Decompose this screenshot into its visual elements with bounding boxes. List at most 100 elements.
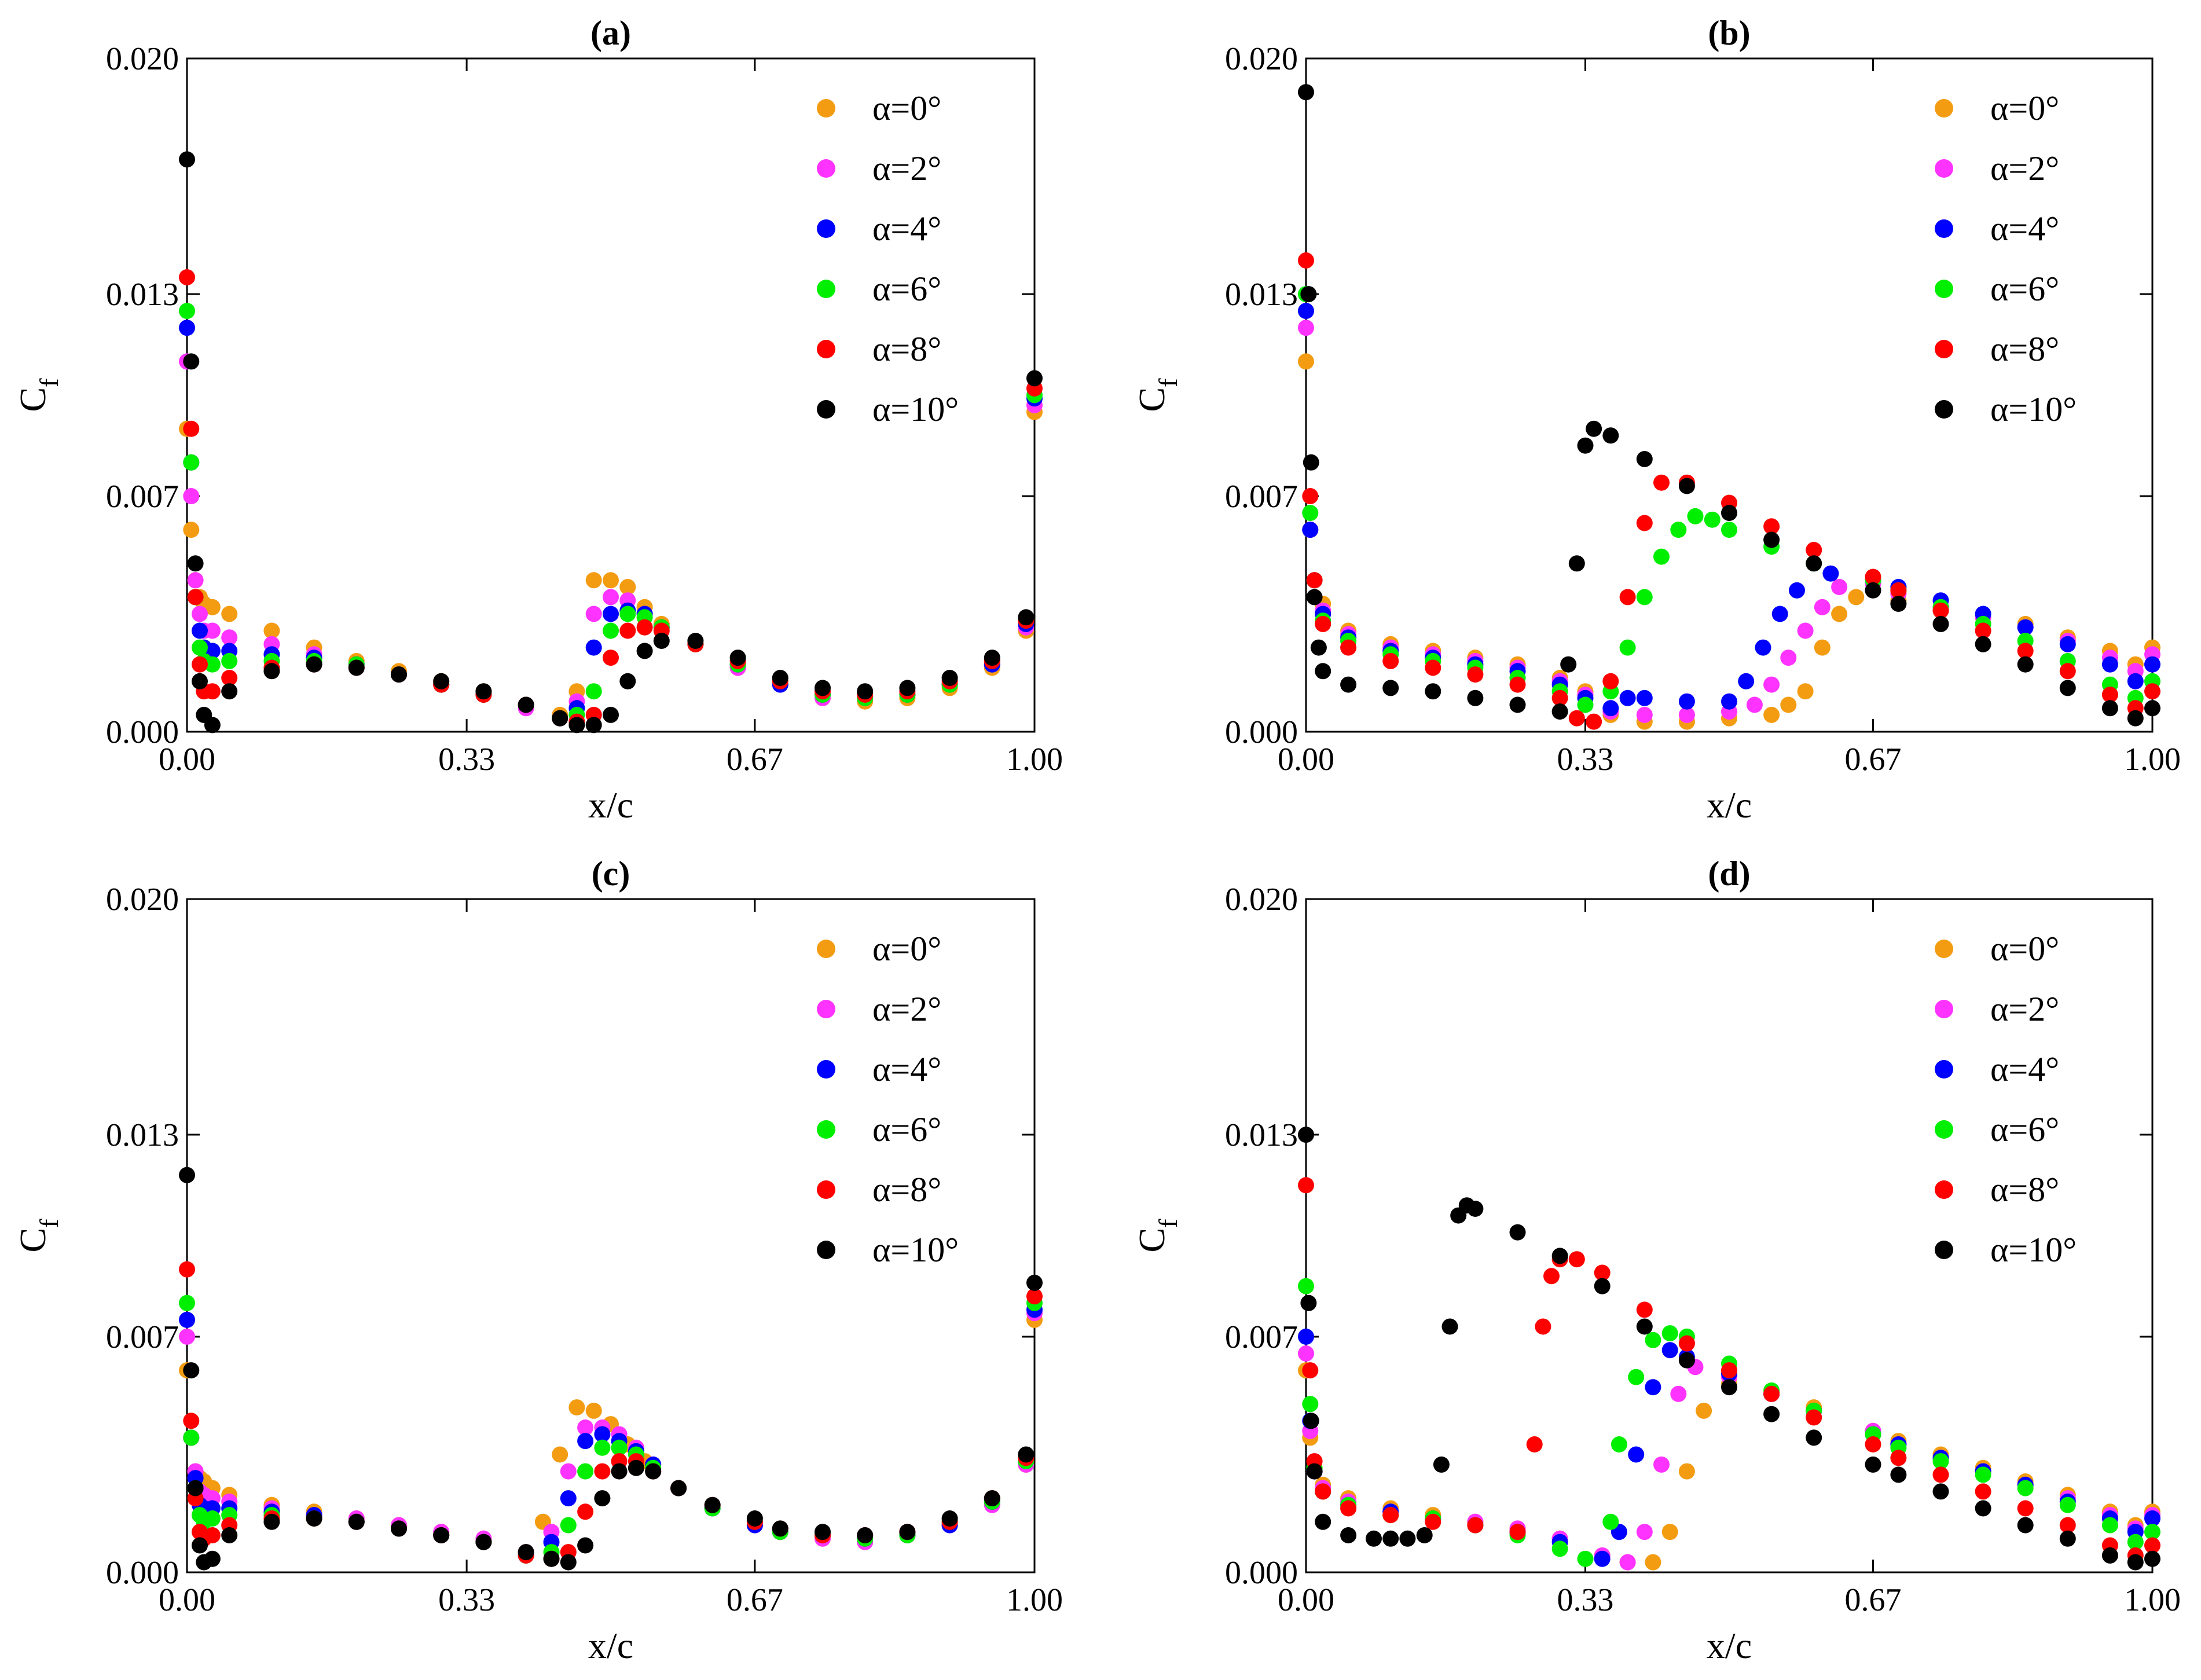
data-point <box>1661 1325 1678 1342</box>
y-axis-label-subscript: f <box>1153 378 1183 387</box>
data-point <box>1382 1530 1399 1547</box>
data-point <box>2059 1530 2076 1547</box>
data-point <box>1721 522 1737 538</box>
x-tick-label: 0.33 <box>438 1582 495 1618</box>
data-point <box>1315 1483 1331 1500</box>
legend-marker <box>1935 1060 1953 1079</box>
data-point <box>1932 615 1949 632</box>
y-tick-label: 0.020 <box>1225 882 1298 918</box>
y-tick-label: 0.000 <box>1225 1555 1298 1591</box>
data-point <box>1302 1362 1319 1379</box>
data-point <box>577 1503 594 1520</box>
y-tick-label: 0.020 <box>106 882 179 918</box>
data-point <box>941 1510 958 1527</box>
data-point <box>183 1429 200 1446</box>
data-point <box>192 639 208 656</box>
data-point <box>204 1510 221 1527</box>
data-point <box>857 683 874 700</box>
y-axis-label: Cf <box>12 378 64 412</box>
data-point <box>815 1524 831 1540</box>
x-tick-label: 0.67 <box>727 742 783 777</box>
legend-marker <box>1935 400 1953 419</box>
data-point <box>603 650 619 666</box>
data-point <box>1302 522 1319 538</box>
data-point <box>179 1311 195 1328</box>
legend-marker <box>817 400 835 419</box>
legend-label: α=4° <box>1990 1050 2059 1088</box>
legend-label: α=4° <box>872 210 941 248</box>
data-point <box>204 656 221 673</box>
data-point <box>1763 531 1780 548</box>
data-point <box>1611 1436 1627 1452</box>
y-tick-label: 0.013 <box>106 277 179 313</box>
data-point <box>204 683 221 700</box>
data-point <box>1704 511 1721 528</box>
panel-title: (d) <box>1708 854 1750 893</box>
data-point <box>2017 1480 2034 1496</box>
data-point <box>1298 84 1314 101</box>
data-point <box>1628 1446 1645 1463</box>
data-point <box>619 579 636 595</box>
data-point <box>2127 710 2144 727</box>
legend-marker <box>817 940 835 958</box>
data-point <box>1543 1268 1560 1285</box>
data-point <box>1636 515 1653 531</box>
data-point <box>1467 666 1484 683</box>
data-point <box>475 1534 492 1550</box>
data-point <box>1678 1335 1695 1352</box>
data-point <box>1763 518 1780 535</box>
chart-panel: (b) 0.00 0.33 0.67 1.00 0.000 0.007 0.013 0.020 x… <box>1131 14 2181 826</box>
data-point <box>603 622 619 639</box>
data-point <box>1628 1369 1645 1385</box>
data-point <box>568 1399 585 1416</box>
legend-label: α=6° <box>1990 270 2059 308</box>
data-point <box>704 1496 721 1513</box>
data-point <box>594 1463 611 1480</box>
data-point <box>1806 555 1822 572</box>
data-point <box>183 1413 200 1429</box>
data-point <box>2144 1524 2160 1540</box>
data-point <box>183 454 200 471</box>
legend-label: α=10° <box>872 1231 959 1269</box>
y-axis-label-subscript: f <box>34 1219 64 1228</box>
data-point <box>1763 1385 1780 1402</box>
data-point <box>1568 710 1585 727</box>
data-point <box>1890 582 1907 599</box>
data-point <box>179 269 195 285</box>
data-point <box>1831 579 1848 595</box>
legend-marker <box>1935 940 1953 958</box>
y-axis-label: Cf <box>1131 1219 1183 1253</box>
data-point <box>1602 700 1619 717</box>
data-point <box>1594 1278 1611 1294</box>
data-point <box>1026 1288 1043 1305</box>
legend-marker <box>1935 1241 1953 1259</box>
data-point <box>2017 619 2034 636</box>
y-tick-label: 0.020 <box>1225 41 1298 77</box>
data-point <box>221 629 238 646</box>
data-point <box>1806 1429 1822 1446</box>
chart-panel: (a) 0.00 0.33 0.67 1.00 0.000 0.007 0.013 0.020 x… <box>12 14 1063 826</box>
data-point <box>433 673 450 689</box>
data-point <box>1310 639 1327 656</box>
data-point <box>857 1527 874 1543</box>
data-point <box>1594 1550 1611 1567</box>
y-tick-label: 0.013 <box>1225 277 1298 313</box>
data-point <box>2059 1517 2076 1534</box>
data-point <box>560 1554 577 1571</box>
y-tick-label: 0.007 <box>1225 479 1298 515</box>
data-point <box>1026 370 1043 387</box>
data-point <box>2101 687 2118 703</box>
data-point <box>1315 663 1331 680</box>
data-point <box>1302 488 1319 504</box>
data-point <box>1789 582 1805 599</box>
legend-label: α=10° <box>1990 1231 2077 1269</box>
legend-marker <box>1935 340 1953 358</box>
data-point <box>1890 1466 1907 1483</box>
legend-label: α=2° <box>1990 149 2059 188</box>
data-point <box>984 1490 1000 1507</box>
data-point <box>204 717 221 733</box>
data-point <box>2144 683 2160 700</box>
data-point <box>2127 1534 2144 1550</box>
data-point <box>221 670 238 686</box>
